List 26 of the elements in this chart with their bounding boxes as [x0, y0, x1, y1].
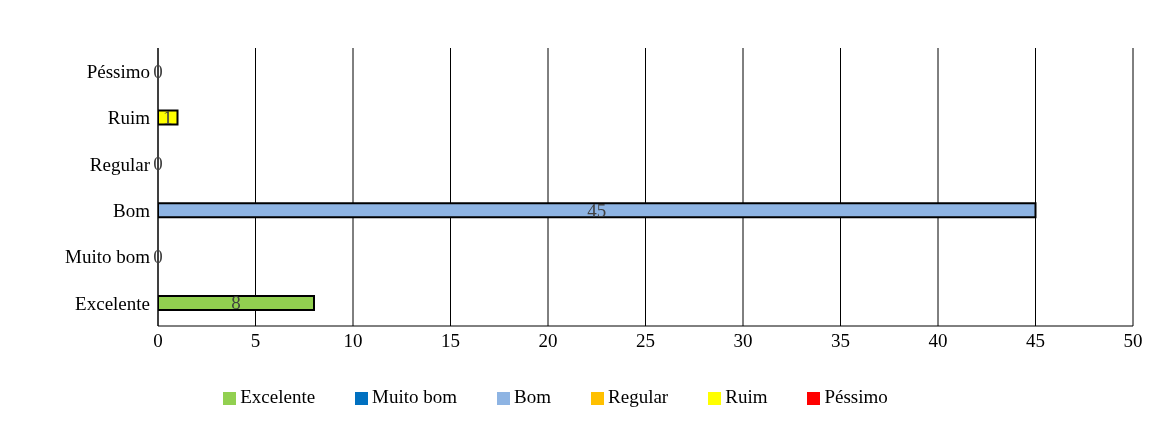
data-label: 45 [587, 199, 607, 221]
y-tick-label: Bom [113, 199, 151, 221]
legend-label: Péssimo [824, 386, 888, 407]
data-label: 1 [163, 107, 173, 129]
x-tick-label: 15 [441, 330, 460, 352]
x-tick-label: 50 [1123, 330, 1143, 352]
legend-label: Ruim [725, 386, 768, 407]
legend-label: Excelente [240, 386, 316, 407]
legend-label: Regular [608, 386, 669, 407]
x-tick-label: 30 [733, 330, 753, 352]
x-tick-label: 40 [928, 330, 948, 352]
y-tick-label: Muito bom [65, 246, 151, 268]
x-tick-label: 0 [153, 330, 163, 352]
y-tick-label: Péssimo [86, 60, 150, 82]
y-tick-label: Ruim [107, 107, 151, 129]
x-tick-label: 35 [831, 330, 850, 352]
y-tick-label: Excelente [75, 292, 150, 314]
x-tick-label: 20 [538, 330, 558, 352]
x-tick-label: 25 [636, 330, 655, 352]
y-tick-label: Regular [89, 153, 151, 175]
x-tick-label: 5 [250, 330, 261, 352]
x-tick-label: 45 [1026, 330, 1045, 352]
x-tick-label: 10 [343, 330, 363, 352]
legend-label: Bom [514, 386, 552, 407]
data-label: 8 [231, 292, 241, 314]
legend-label: Muito bom [372, 386, 458, 407]
